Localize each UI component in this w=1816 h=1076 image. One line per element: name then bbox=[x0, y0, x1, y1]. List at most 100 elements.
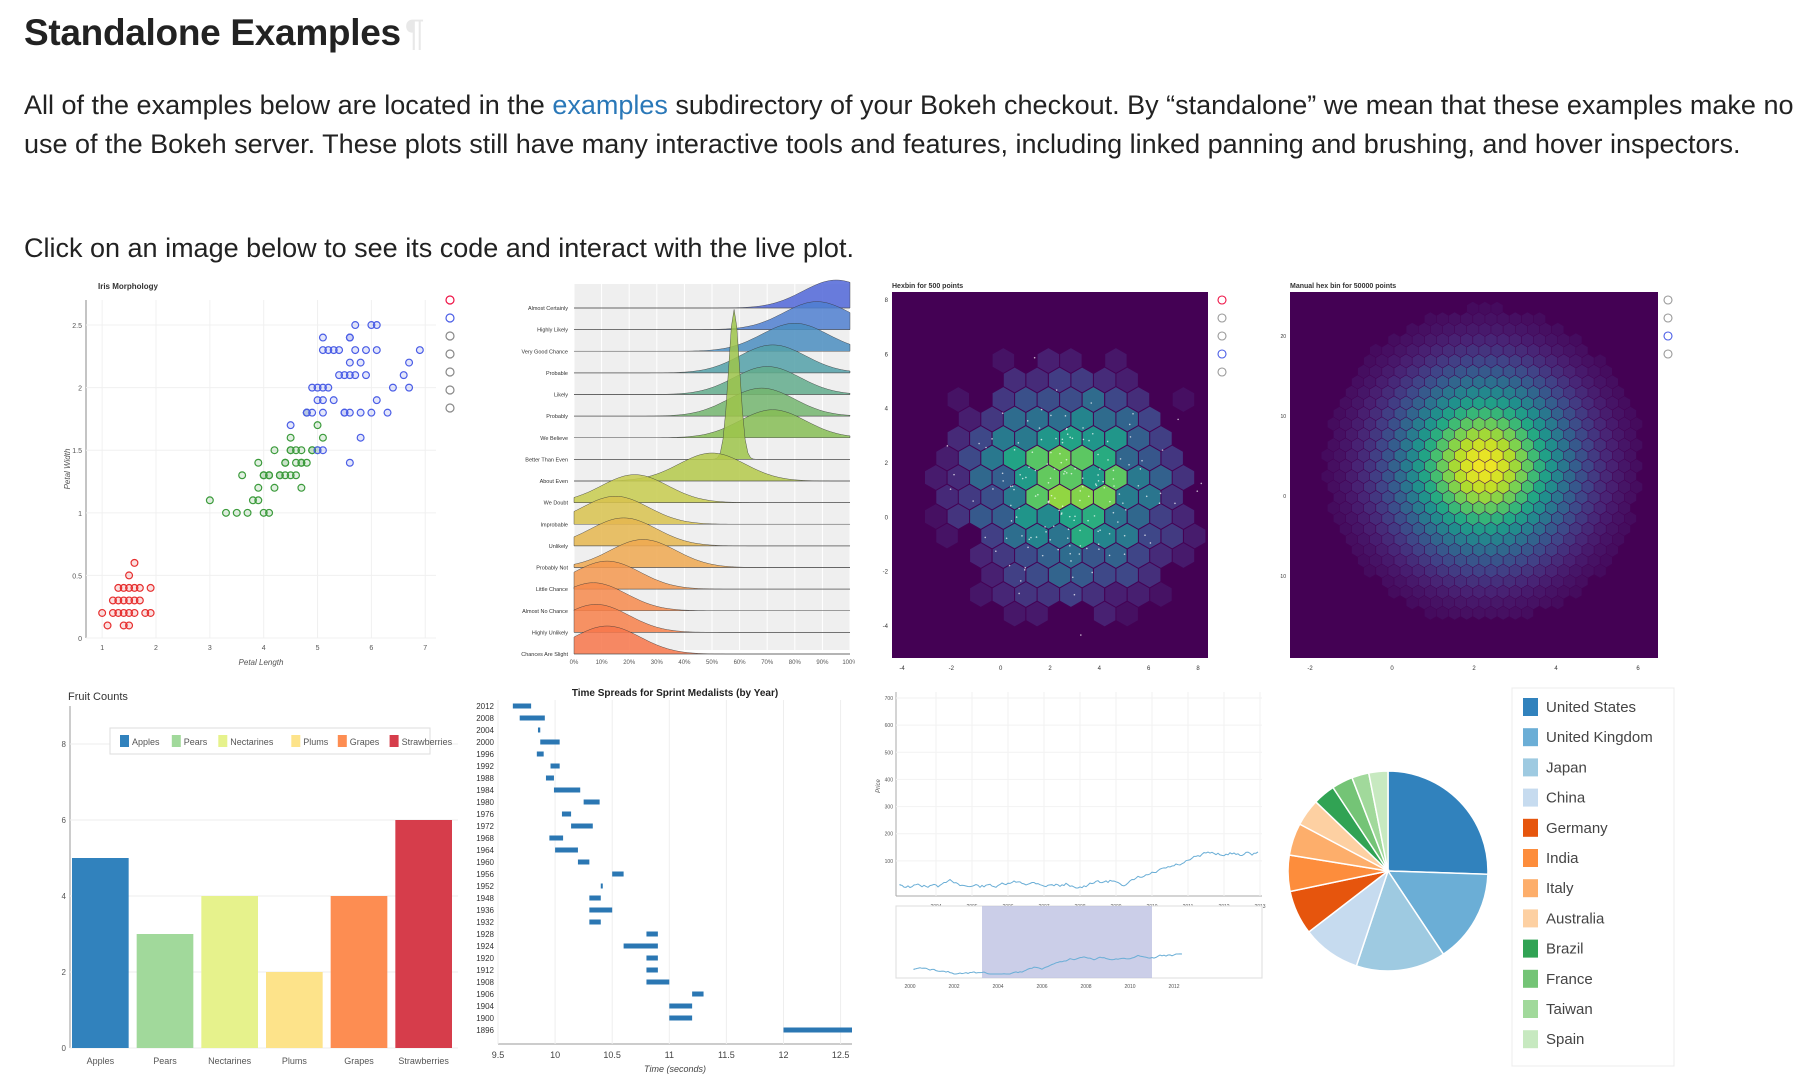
hex-bin bbox=[1485, 459, 1497, 473]
hex-bin bbox=[1491, 427, 1503, 442]
hex-bin bbox=[1454, 427, 1467, 442]
hex-bin bbox=[1491, 385, 1503, 400]
hex-bin bbox=[1564, 511, 1576, 526]
hex-bin bbox=[1071, 523, 1093, 549]
examples-link[interactable]: examples bbox=[552, 90, 668, 120]
y-tick-label: -10 bbox=[1280, 574, 1286, 580]
hex-bin bbox=[1515, 490, 1528, 505]
y-tick-label: 2.5 bbox=[72, 323, 82, 330]
hex-bin bbox=[1138, 523, 1161, 549]
hex-bin bbox=[1161, 445, 1183, 471]
hex-bin bbox=[1497, 585, 1509, 599]
hex-bin bbox=[1116, 445, 1138, 471]
hex-bin bbox=[1060, 426, 1082, 451]
category-label: Probably Not bbox=[536, 566, 568, 572]
hex-bin bbox=[1448, 459, 1461, 473]
data-point bbox=[1066, 537, 1069, 539]
hex-bin bbox=[1618, 438, 1631, 452]
bar bbox=[136, 934, 194, 1048]
heading-permalink[interactable]: ¶ bbox=[404, 12, 425, 53]
data-point bbox=[308, 446, 317, 455]
hex-bin bbox=[1533, 354, 1546, 368]
data-point bbox=[372, 346, 381, 355]
hex-bin bbox=[1333, 511, 1346, 526]
x-tick-label: 0 bbox=[1390, 666, 1394, 672]
legend-label: Spain bbox=[1546, 1031, 1584, 1048]
bar bbox=[646, 967, 658, 973]
hex-bin bbox=[1082, 465, 1105, 490]
thumbnail-stocks[interactable]: 1002003004005006007002004200520062007200… bbox=[870, 686, 1270, 1076]
hex-bin bbox=[1564, 553, 1576, 568]
thumbnail-hexbin[interactable]: Hexbin for 500 points -4 -2 0 2 4 6 8 -4 -2 0 2 4 6 8 bbox=[870, 278, 1268, 679]
hex-bin bbox=[1436, 564, 1449, 578]
legend-swatch bbox=[1523, 698, 1538, 716]
data-point bbox=[286, 421, 295, 430]
hex-bin bbox=[1515, 343, 1528, 358]
data-point bbox=[953, 473, 955, 476]
thumbnail-fruit-counts[interactable]: Fruit Counts 0 2 4 6 8 Apples Pears Nectarines Pl… bbox=[60, 686, 460, 1076]
hex-bin bbox=[1376, 375, 1388, 389]
hex-bin bbox=[1533, 375, 1546, 389]
hex-bin bbox=[1576, 406, 1588, 421]
x-tick-label: 4 bbox=[1098, 666, 1102, 672]
hex-bin bbox=[1172, 465, 1195, 490]
hex-bin bbox=[1351, 501, 1364, 515]
data-point bbox=[1097, 543, 1100, 545]
x-tick-label: -2 bbox=[1307, 666, 1313, 672]
hex-bin bbox=[1400, 501, 1412, 515]
hex-bin bbox=[1351, 543, 1364, 557]
data-point bbox=[329, 346, 338, 355]
hex-bin bbox=[1327, 417, 1340, 431]
hex-bin bbox=[1582, 396, 1594, 410]
data-point bbox=[1144, 534, 1146, 537]
hex-bin bbox=[1557, 543, 1570, 557]
data-point bbox=[1086, 547, 1088, 550]
hex-bin bbox=[1521, 438, 1534, 452]
chart-title: Iris Morphology bbox=[98, 282, 159, 291]
hex-bin bbox=[1394, 427, 1406, 442]
hex-bin bbox=[1521, 501, 1534, 515]
thumbnail-hexbin-manual[interactable]: Manual hex bin for 50000 points -2 0 2 4 6 -10… bbox=[1280, 278, 1680, 679]
hex-bin bbox=[1363, 564, 1376, 578]
data-point bbox=[340, 408, 349, 417]
y-tick-label: 1964 bbox=[476, 846, 494, 855]
hex-bin bbox=[1521, 543, 1534, 557]
hex-bin bbox=[1418, 322, 1431, 337]
hex-bin bbox=[1509, 480, 1521, 494]
hex-bin bbox=[1105, 465, 1127, 490]
hex-bin bbox=[1606, 501, 1618, 515]
hex-bin bbox=[981, 445, 1003, 471]
hex-bin bbox=[1351, 396, 1364, 410]
data-point bbox=[405, 383, 414, 392]
y-tick-label: 4 bbox=[62, 892, 67, 901]
hex-bin bbox=[1412, 522, 1424, 536]
hex-bin bbox=[1485, 396, 1497, 410]
thumbnail-sprint[interactable]: Time Spreads for Sprint Medalists (by Ye… bbox=[466, 686, 860, 1076]
hex-bin bbox=[1418, 469, 1431, 484]
thumbnail-ridgeplot[interactable]: 0% 10% 20% 30% 40% 50% 60% 70% 80% 90% 100% Almost … bbox=[470, 278, 855, 679]
hex-bin bbox=[1485, 417, 1497, 431]
hex-bin bbox=[1424, 333, 1437, 347]
hex-bin bbox=[1333, 427, 1346, 442]
bar bbox=[589, 895, 601, 901]
thumbnail-pie[interactable]: United States United Kingdom Japan China Ger… bbox=[1272, 686, 1692, 1076]
hex-bin bbox=[1003, 484, 1026, 510]
hex-bin bbox=[1172, 504, 1195, 529]
hex-bin bbox=[1418, 343, 1431, 358]
y-tick-label: 0 bbox=[885, 515, 889, 521]
hex-bin bbox=[1454, 511, 1467, 526]
hex-bin bbox=[1515, 469, 1528, 484]
hex-bin bbox=[1600, 427, 1612, 442]
hex-bin bbox=[1424, 459, 1437, 473]
bar bbox=[330, 896, 388, 1048]
x-tick-label: 20% bbox=[623, 660, 636, 666]
hex-bin bbox=[1037, 387, 1060, 412]
hex-bin bbox=[958, 406, 981, 432]
data-point bbox=[1082, 438, 1085, 441]
hex-bin bbox=[1479, 574, 1491, 589]
thumbnail-iris[interactable]: Iris Morphology 1 2 3 4 5 6 7 0 0.5 1 1.5 2 2.5 Petal … bbox=[60, 278, 458, 679]
bar bbox=[600, 883, 603, 889]
data-point bbox=[1025, 476, 1027, 479]
hex-bin bbox=[1116, 562, 1138, 588]
hex-bin bbox=[1582, 375, 1594, 389]
